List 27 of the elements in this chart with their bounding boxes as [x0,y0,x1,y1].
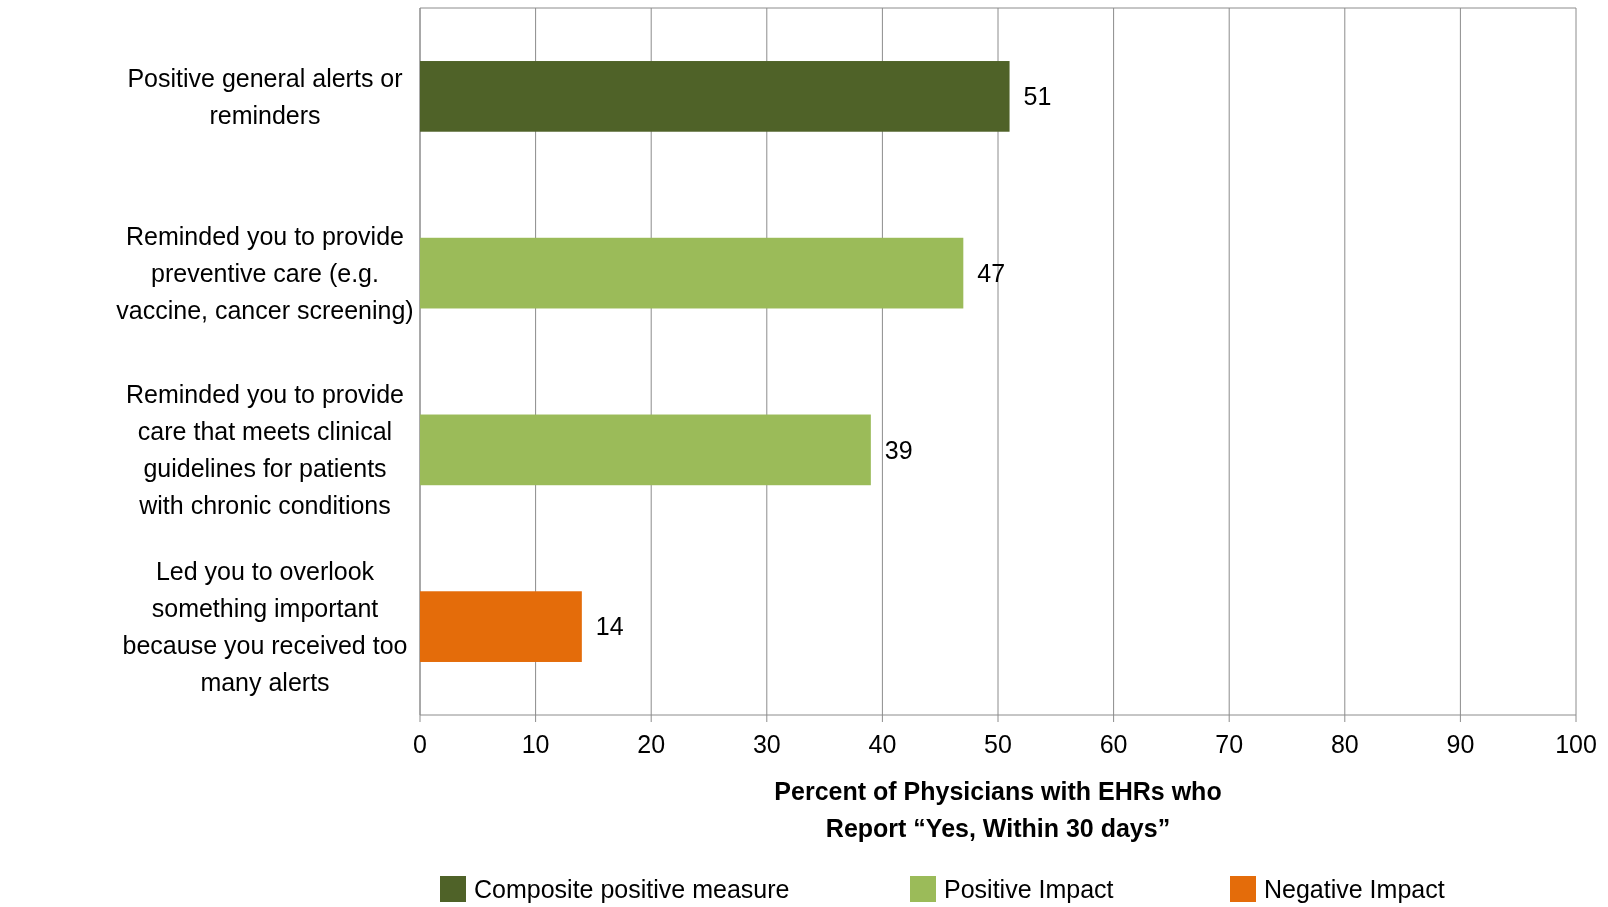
bar [420,414,871,486]
data-label: 14 [595,612,624,641]
legend-label: Positive Impact [944,874,1114,903]
y-tick-label: Led you to overlook something important because you received too many alerts [122,556,408,696]
x-tick-label: 80 [1330,730,1359,758]
x-tick-label: 100 [1555,730,1597,758]
bar [420,61,1010,132]
x-tick-label: 0 [413,730,427,758]
y-tick-label: Reminded you to provide care that meets clinical guidelines for patients with chronic conditions [126,380,404,520]
legend-label: Negative Impact [1264,874,1445,903]
x-tick-label: 70 [1215,730,1244,758]
x-tick-label: 10 [521,730,550,758]
bar [420,237,964,309]
x-tick-label: 90 [1446,730,1475,758]
x-tick-label: 20 [637,730,666,758]
legend-label: Composite positive measure [474,874,790,903]
x-tick-label: 30 [752,730,781,758]
data-label: 47 [977,258,1006,287]
x-axis-title: Percent of Physicians with EHRs who Report “Yes, Within 30 days” [774,777,1222,842]
data-label: 39 [884,435,913,464]
x-tick-label: 40 [868,730,897,758]
bar [420,591,582,662]
y-tick-label: Reminded you to provide preventive care (e.g. vaccine, cancer screening) [116,221,414,324]
x-tick-label: 50 [984,730,1012,758]
y-tick-label: Positive general alerts or reminders [127,63,403,129]
data-label: 51 [1023,82,1052,111]
x-tick-label: 60 [1099,730,1128,758]
